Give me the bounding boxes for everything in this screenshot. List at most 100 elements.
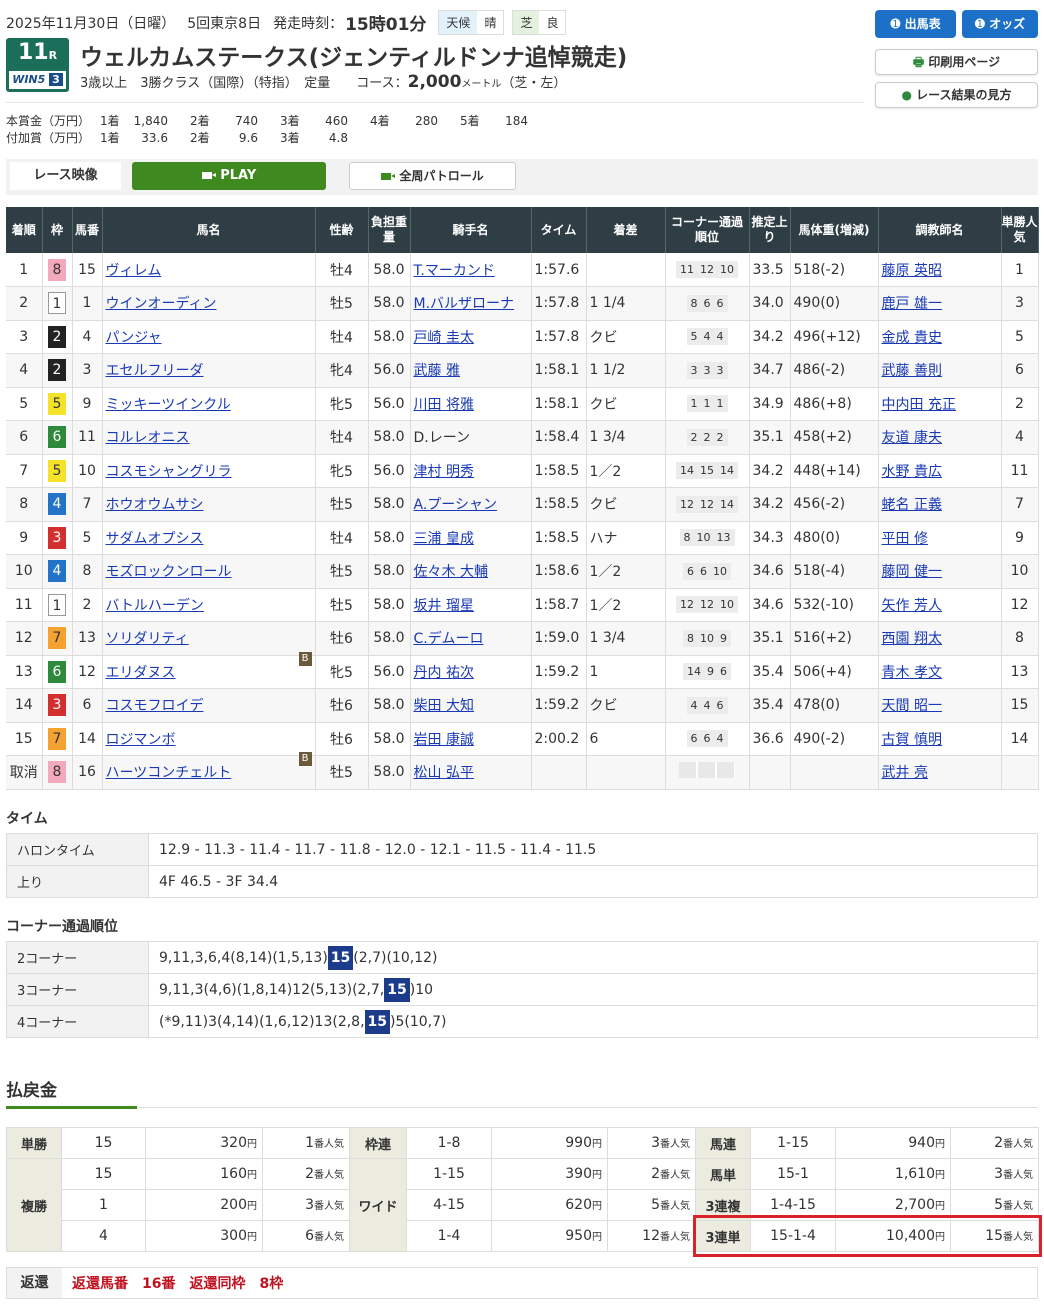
trainer-link[interactable]: 矢作 芳人 [881, 597, 942, 614]
play-button[interactable]: PLAY [132, 162, 326, 190]
horse-name-link[interactable]: ハーツコンチェルト [105, 765, 232, 782]
horse-name-link[interactable]: バトルハーデン [105, 597, 204, 614]
odds-button[interactable]: ➊ オッズ [962, 10, 1038, 38]
horse-name-cell: モズロックンロール [102, 554, 316, 589]
jockey-link[interactable]: 丹内 祐次 [413, 664, 474, 681]
horse-name-link[interactable]: ロジマンボ [105, 731, 176, 748]
horse-name-link[interactable]: エセルフリーダ [105, 363, 204, 380]
corner-cell: 14 15 14 [665, 454, 750, 488]
corner-position: 2 [703, 430, 711, 444]
video-camera-icon [381, 173, 396, 180]
trainer-cell: 鹿戸 雄一 [878, 286, 1002, 321]
trainer-link[interactable]: 中内田 充正 [881, 396, 956, 413]
corner-position: 4 [703, 698, 711, 712]
horse-name-cell: バトルハーデン [102, 588, 316, 622]
amount-value: 620 [565, 1197, 592, 1213]
horse-name-cell: コスモフロイデ [102, 688, 316, 723]
corner-position: 6 [716, 698, 724, 712]
jockey-link[interactable]: A.プーシャン [413, 497, 498, 514]
horse-name-link[interactable]: サダムオプシス [105, 530, 204, 547]
patrol-video-button[interactable]: 全周パトロール [349, 162, 516, 190]
trainer-link[interactable]: 水野 貴広 [881, 463, 942, 480]
horse-name-link[interactable]: ソリダリティ [105, 631, 189, 648]
trainer-link[interactable]: 友道 康夫 [881, 430, 942, 447]
horse-name-link[interactable]: パンジャ [105, 329, 162, 346]
last-row: 上り 4F 46.5 - 3F 34.4 [6, 865, 1038, 898]
prize-amount: 740 [235, 114, 258, 128]
trainer-link[interactable]: 藤岡 健一 [881, 564, 942, 581]
corner-order-after: (2,7)(10,12) [353, 949, 438, 966]
jockey-link[interactable]: M.バルザローナ [413, 296, 515, 313]
trainer-link[interactable]: 青木 孝文 [881, 664, 942, 681]
jockey-link[interactable]: 松山 弘平 [413, 765, 474, 782]
horse-name-link[interactable]: ウインオーディン [105, 296, 217, 313]
jockey-link[interactable]: 津村 明秀 [413, 463, 474, 480]
horse-name-link[interactable]: コスモフロイデ [105, 698, 204, 715]
column-header: 騎手名 [410, 207, 532, 253]
horse-name-link[interactable]: コルレオニス [105, 430, 190, 447]
trainer-link[interactable]: 古賀 慎明 [881, 731, 942, 748]
frame-cell: 7 [42, 621, 73, 656]
trainer-link[interactable]: 武井 亮 [881, 765, 928, 782]
popularity-suffix: 番人気 [1003, 1232, 1033, 1243]
jockey-link[interactable]: 三浦 皇成 [413, 530, 474, 547]
jockey-link[interactable]: T.マーカンド [413, 262, 495, 279]
entries-button[interactable]: ➊ 出馬表 [875, 10, 956, 38]
amount-value: 320 [220, 1135, 247, 1151]
weight-carried: 58.0 [368, 420, 411, 455]
corner-position: 10 [720, 598, 734, 612]
horse-name-link[interactable]: ミッキーツインクル [105, 396, 231, 413]
trainer-link[interactable]: 蛯名 正義 [881, 497, 942, 514]
body-weight: 478(0) [790, 688, 879, 723]
race-time: 2:00.2 [531, 722, 587, 756]
horse-name-link[interactable]: ヴィレム [105, 262, 162, 279]
jockey-link[interactable]: 武藤 雅 [413, 363, 460, 380]
jockey-link[interactable]: 柴田 大知 [413, 698, 474, 715]
place-combination: 1 [61, 1189, 146, 1221]
trainer-cell: 古賀 慎明 [878, 722, 1002, 756]
jockey-link[interactable]: 佐々木 大輔 [413, 564, 488, 581]
horse-number: 10 [72, 454, 103, 488]
trainer-link[interactable]: 西園 翔太 [881, 631, 942, 648]
jockey-link[interactable]: 岩田 康誠 [413, 731, 474, 748]
trainer-link[interactable]: 鹿戸 雄一 [881, 296, 942, 313]
trainer-link[interactable]: 天間 昭一 [881, 698, 942, 715]
print-page-button[interactable]: 🖶 印刷用ページ [875, 49, 1038, 75]
popularity-value: 15 [985, 1228, 1003, 1244]
jockey-link[interactable]: 川田 将雅 [413, 396, 474, 413]
corner-position: 6 [687, 564, 694, 578]
how-to-read-button[interactable]: ● レース結果の見方 [875, 82, 1038, 108]
finish-position: 3 [6, 320, 43, 354]
margin [586, 755, 666, 790]
trainer-link[interactable]: 藤原 英昭 [881, 262, 942, 279]
table-row: 2 1 1 ウインオーディン 牡5 58.0 M.バルザローナ 1:57.8 1 1/4 8 6 6 3… [6, 286, 1039, 321]
horse-name-link[interactable]: モズロックンロール [105, 564, 232, 581]
trainer-link[interactable]: 武藤 善則 [881, 363, 942, 380]
corner-position: 4 [690, 698, 698, 712]
amount-value: 1,610 [894, 1166, 935, 1182]
horse-name-link[interactable]: ホウオウムサシ [105, 497, 204, 514]
popularity: 5 [1001, 320, 1039, 354]
horse-name-link[interactable]: エリダヌス [105, 664, 176, 681]
margin: 1 3/4 [586, 420, 666, 455]
jockey-link[interactable]: 戸崎 圭太 [413, 329, 474, 346]
popularity-suffix: 番人気 [1003, 1201, 1033, 1212]
corner-cell [665, 755, 750, 790]
table-row: 取消 8 16 ハーツコンチェルト B 牡5 58.0 松山 弘平 武井 亮 [6, 752, 1039, 790]
jockey-link[interactable]: C.デムーロ [413, 631, 484, 648]
horse-name-link[interactable]: コスモシャングリラ [105, 463, 232, 480]
amount-value: 300 [220, 1228, 247, 1244]
popularity: 9 [1001, 521, 1039, 555]
popularity: 15 [1001, 688, 1039, 723]
frame-number: 5 [48, 392, 66, 415]
payout-row: 4 300円 6番人気 1-4 950円 12番人気 3連単 15-1-4 10,400円 15番… [7, 1220, 1039, 1252]
title-underline [6, 1106, 137, 1109]
last-3f: 34.2 [749, 320, 791, 354]
last-3f: 35.4 [749, 655, 791, 689]
jockey-link[interactable]: 坂井 瑠星 [413, 597, 474, 614]
trainer-link[interactable]: 金成 貴史 [881, 329, 942, 346]
trainer-link[interactable]: 平田 修 [881, 530, 928, 547]
frame-cell: 2 [42, 320, 73, 354]
